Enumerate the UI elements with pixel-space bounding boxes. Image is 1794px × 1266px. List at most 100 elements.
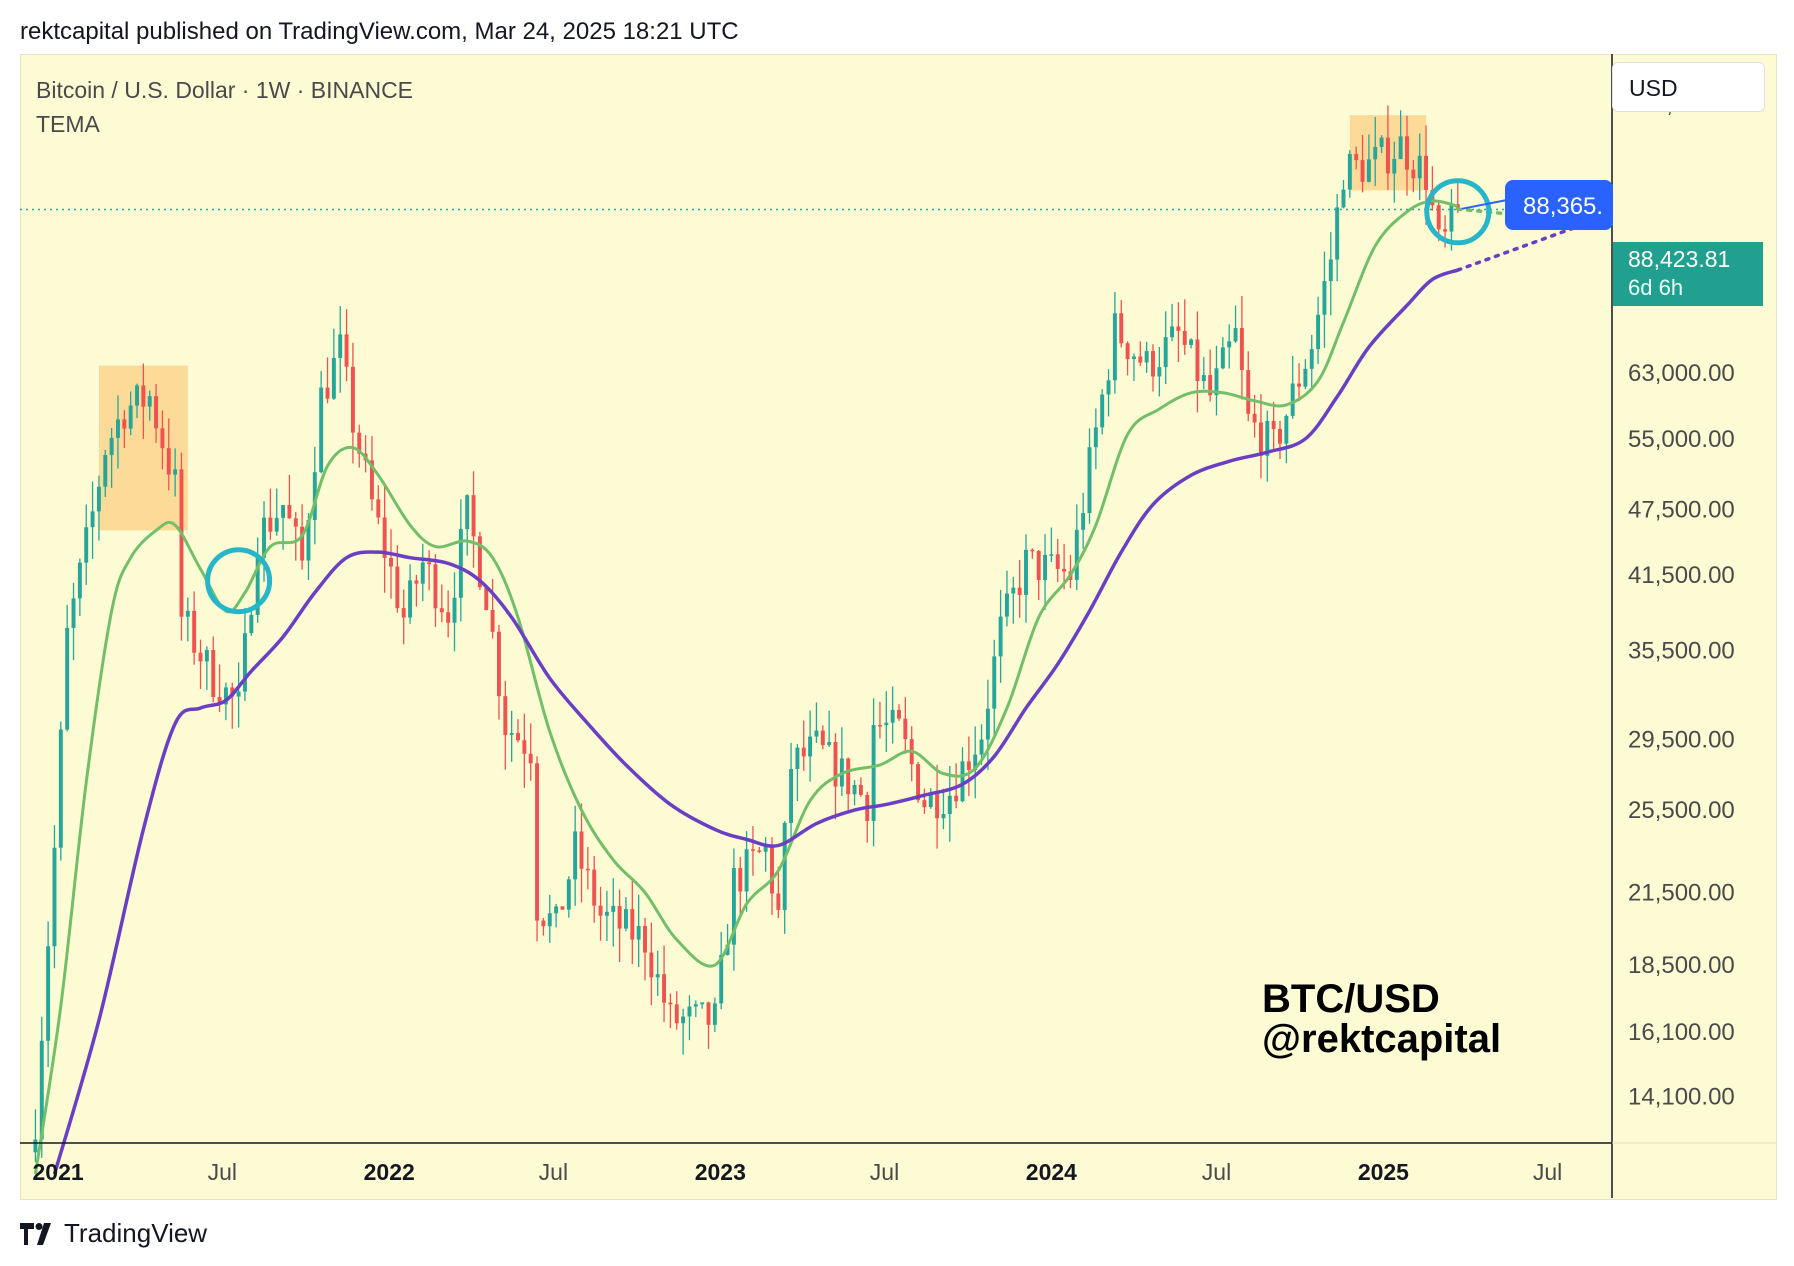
y-tick-label: 47,500.00: [1628, 497, 1735, 524]
candle: [827, 710, 832, 748]
candle-body: [1157, 367, 1162, 377]
candle: [293, 511, 298, 561]
candle-body: [1449, 204, 1454, 232]
candle: [255, 537, 260, 623]
candle: [357, 424, 362, 468]
candle-body: [820, 730, 825, 746]
candle: [1290, 355, 1295, 419]
candle: [763, 837, 768, 872]
candle: [1303, 359, 1308, 390]
candle: [84, 504, 89, 585]
candle-body: [903, 718, 908, 740]
candle: [820, 725, 825, 750]
candle-body: [1417, 155, 1422, 179]
candle-body: [58, 729, 63, 848]
candle-body: [503, 696, 508, 735]
candle-body: [655, 974, 660, 978]
candle-body: [122, 419, 127, 429]
candle: [1030, 548, 1035, 559]
candle: [1074, 504, 1079, 591]
candle: [1258, 394, 1263, 479]
candle-body: [1189, 339, 1194, 345]
currency-button[interactable]: USD: [1612, 62, 1765, 112]
markers-layer: [205, 178, 1492, 615]
candle-body: [160, 428, 165, 449]
callout-leader: [1461, 199, 1508, 210]
candle: [52, 825, 57, 969]
candle-body: [1030, 549, 1035, 552]
watermark-line1: BTC/USD: [1262, 977, 1440, 1021]
candle-body: [547, 913, 552, 927]
candle-body: [1227, 341, 1232, 348]
candle: [65, 604, 70, 732]
x-tick-label: Jul: [1202, 1159, 1231, 1185]
candle: [1284, 414, 1289, 464]
candle: [935, 764, 940, 849]
candle-body: [1360, 160, 1365, 182]
candle: [204, 646, 209, 690]
candle: [312, 446, 317, 545]
candle-body: [1011, 587, 1016, 594]
candle-body: [39, 1040, 44, 1140]
candle: [592, 856, 597, 923]
candle-body: [1112, 313, 1117, 381]
tema-fast-line: [33, 199, 1459, 1175]
candle: [1144, 341, 1149, 373]
candle-body: [65, 627, 70, 730]
candle-body: [947, 795, 952, 815]
candle-body: [541, 920, 546, 927]
y-tick-label: 18,500.00: [1628, 952, 1735, 979]
candle-body: [1036, 550, 1041, 581]
candle: [662, 945, 667, 1023]
candle-body: [255, 557, 260, 615]
candle: [941, 788, 946, 830]
candles-layer: [33, 105, 1460, 1163]
candle: [389, 529, 393, 599]
tradingview-logo[interactable]: TradingView: [20, 1218, 207, 1249]
candle: [541, 917, 546, 936]
candle-body: [116, 419, 120, 438]
candle: [770, 837, 774, 915]
callout-box[interactable]: [1505, 180, 1613, 230]
candle-body: [1424, 155, 1429, 190]
candle: [471, 471, 476, 568]
candle: [547, 894, 552, 943]
candle: [274, 488, 279, 536]
candle-body: [414, 580, 419, 584]
candle: [884, 691, 889, 752]
candle-body: [439, 608, 444, 613]
candle: [433, 554, 438, 627]
candle-body: [109, 437, 114, 456]
candle-body: [585, 868, 590, 871]
candle-body: [1055, 554, 1060, 569]
candle-body: [46, 946, 51, 1041]
candle-body: [433, 564, 438, 609]
candle-body: [458, 529, 463, 598]
candle: [1049, 527, 1054, 562]
candle: [808, 710, 813, 782]
candle: [693, 1000, 698, 1018]
y-tick-label: 21,500.00: [1628, 880, 1735, 907]
price-tag: 88,423.81 6d 6h: [1613, 242, 1763, 306]
candle-body: [858, 784, 863, 795]
candle-body: [960, 761, 965, 802]
candle-body: [268, 517, 273, 532]
candle: [350, 342, 355, 464]
x-tick-label: Jul: [1533, 1159, 1562, 1185]
candle: [103, 449, 108, 497]
candle-body: [770, 844, 774, 894]
candle-body: [782, 822, 787, 910]
candle-body: [192, 610, 197, 653]
candle: [998, 589, 1003, 683]
candle: [1379, 135, 1384, 154]
candle: [922, 788, 927, 814]
candle-body: [1201, 375, 1206, 382]
candle: [369, 436, 374, 511]
candle-body: [623, 909, 628, 929]
candle: [598, 886, 603, 941]
candle: [1138, 341, 1143, 366]
chart-frame[interactable]: [20, 54, 1777, 1200]
candle: [1195, 311, 1200, 413]
candle: [1360, 135, 1365, 193]
